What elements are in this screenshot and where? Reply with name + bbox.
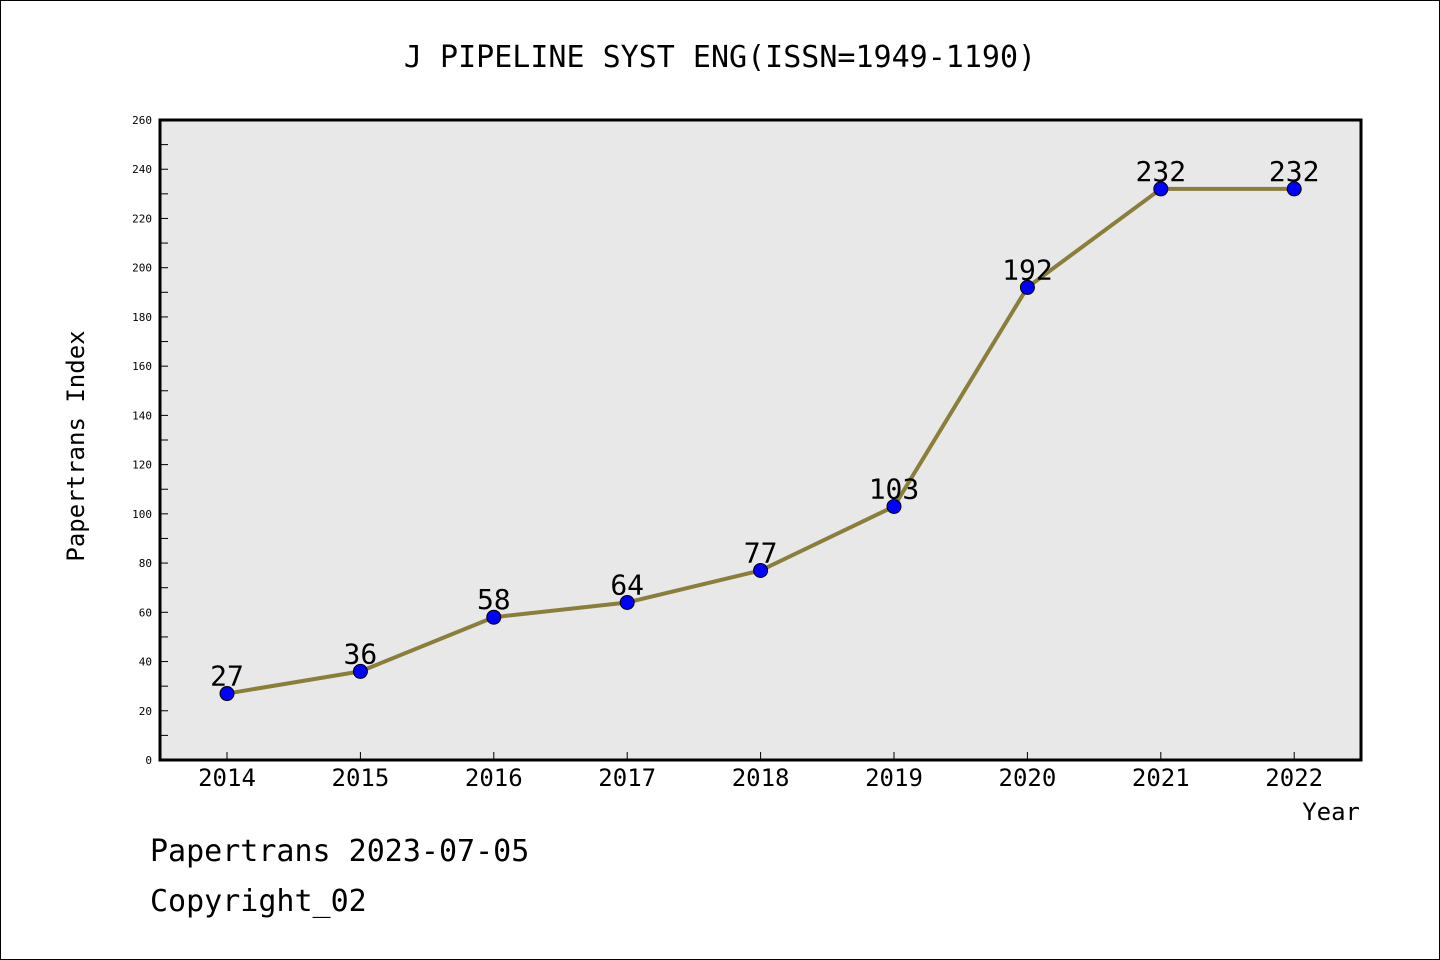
data-point bbox=[753, 562, 769, 578]
x-tick-label: 2015 bbox=[332, 764, 390, 792]
data-point bbox=[219, 686, 235, 702]
y-tick-label: 220 bbox=[132, 212, 152, 225]
data-point bbox=[486, 609, 502, 625]
x-tick-label: 2014 bbox=[198, 764, 256, 792]
y-tick-label: 100 bbox=[132, 508, 152, 521]
x-tick-label: 2016 bbox=[465, 764, 523, 792]
y-tick-label: 0 bbox=[145, 754, 152, 767]
data-label: 27 bbox=[210, 660, 244, 693]
x-tick-label: 2019 bbox=[865, 764, 923, 792]
y-tick-label: 40 bbox=[139, 656, 152, 669]
data-label: 77 bbox=[744, 536, 778, 569]
footer-copyright: Copyright_02 bbox=[150, 884, 367, 919]
series-line-group: 27 36 58 64 77 103 192 232 232 bbox=[210, 155, 1320, 702]
data-label: 192 bbox=[1002, 253, 1053, 286]
y-tick-label: 240 bbox=[132, 163, 152, 176]
x-axis: 2014 2015 2016 2017 2018 2019 2020 2021 2022 bbox=[198, 752, 1323, 792]
x-tick-label: 2020 bbox=[999, 764, 1057, 792]
data-label: 58 bbox=[477, 583, 511, 616]
x-tick-label: 2017 bbox=[598, 764, 656, 792]
x-tick-label: 2021 bbox=[1132, 764, 1190, 792]
y-tick-label: 140 bbox=[132, 409, 152, 422]
y-axis: 0 20 40 60 80 100 120 140 160 180 200 220 240 260 bbox=[132, 114, 168, 767]
data-point bbox=[1153, 181, 1169, 197]
data-point bbox=[619, 594, 635, 610]
y-axis-label: Papertrans Index bbox=[62, 330, 90, 561]
data-label: 64 bbox=[610, 568, 644, 601]
y-tick-label: 20 bbox=[139, 705, 152, 718]
data-point bbox=[886, 498, 902, 514]
y-tick-label: 180 bbox=[132, 311, 152, 324]
y-tick-label: 260 bbox=[132, 114, 152, 127]
data-point bbox=[352, 663, 368, 679]
data-label: 232 bbox=[1269, 155, 1320, 188]
x-tick-label: 2022 bbox=[1265, 764, 1323, 792]
data-label: 232 bbox=[1136, 155, 1187, 188]
y-tick-label: 160 bbox=[132, 360, 152, 373]
data-label: 103 bbox=[869, 472, 920, 505]
y-tick-label: 120 bbox=[132, 459, 152, 472]
data-point bbox=[1286, 181, 1302, 197]
x-axis-label: Year bbox=[1302, 798, 1360, 826]
y-tick-label: 80 bbox=[139, 557, 152, 570]
data-point bbox=[1019, 279, 1035, 295]
chart-title: J PIPELINE SYST ENG(ISSN=1949-1190) bbox=[404, 40, 1036, 75]
plot-area bbox=[158, 118, 1363, 762]
data-label: 36 bbox=[344, 637, 378, 670]
x-tick-label: 2018 bbox=[732, 764, 790, 792]
y-tick-label: 200 bbox=[132, 262, 152, 275]
footer-date: Papertrans 2023-07-05 bbox=[150, 834, 530, 869]
y-tick-label: 60 bbox=[139, 606, 152, 619]
